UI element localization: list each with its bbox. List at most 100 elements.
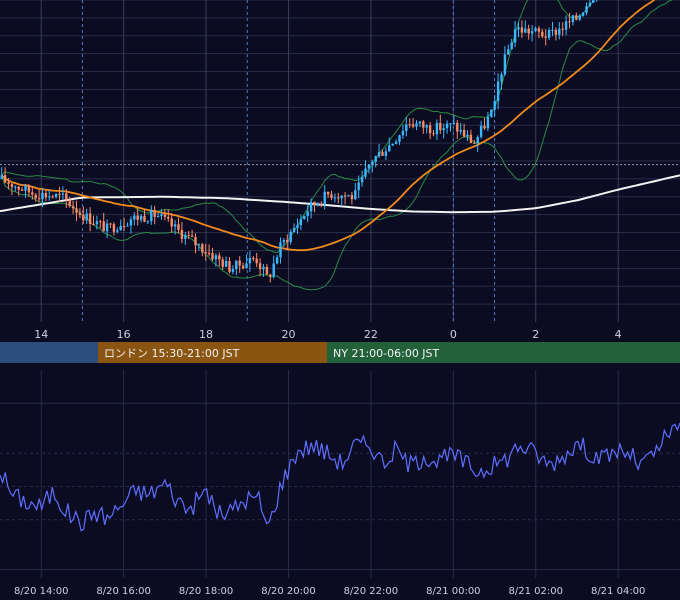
candle-body bbox=[575, 15, 578, 20]
candle-body bbox=[218, 255, 221, 260]
candle bbox=[405, 117, 408, 137]
candle bbox=[350, 191, 354, 205]
candle-body bbox=[58, 193, 61, 195]
candle-body bbox=[173, 224, 177, 227]
candle bbox=[442, 123, 445, 139]
candle-body bbox=[377, 152, 381, 157]
candle-body bbox=[496, 81, 500, 101]
candle-body bbox=[541, 31, 544, 37]
candle-body bbox=[272, 263, 275, 277]
candle-body bbox=[500, 74, 503, 82]
candle bbox=[95, 215, 99, 230]
candle bbox=[456, 119, 459, 139]
candle bbox=[476, 135, 479, 152]
candle-body bbox=[520, 27, 524, 33]
candle bbox=[207, 244, 211, 256]
bollinger-lower-band bbox=[1, 0, 673, 291]
candle-body bbox=[133, 215, 136, 220]
indicator-x-tick-label: 8/20 14:00 bbox=[14, 586, 68, 597]
candle bbox=[571, 14, 575, 26]
candle bbox=[388, 137, 391, 152]
indicator-x-tick-label: 8/21 04:00 bbox=[591, 586, 645, 597]
candle-body bbox=[163, 214, 167, 217]
candle bbox=[153, 205, 156, 225]
candle-body bbox=[224, 261, 228, 267]
candle-body bbox=[432, 133, 435, 135]
candle bbox=[340, 195, 343, 207]
candle-body bbox=[3, 175, 7, 183]
candle-body bbox=[92, 223, 95, 225]
candle-body bbox=[510, 42, 513, 50]
candle bbox=[439, 114, 442, 134]
ma-short-line bbox=[1, 0, 656, 252]
candle bbox=[102, 212, 105, 232]
candle bbox=[143, 208, 146, 223]
price-x-tick-label: 0 bbox=[450, 328, 457, 341]
candle bbox=[282, 238, 286, 247]
candle-body bbox=[503, 54, 507, 75]
candle bbox=[564, 15, 568, 36]
candle bbox=[286, 234, 289, 250]
candle-body bbox=[554, 29, 558, 35]
candle-body bbox=[581, 12, 585, 16]
candle bbox=[496, 73, 500, 110]
candle-body bbox=[350, 195, 354, 200]
session-london-label: ロンドン 15:30-21:00 JST bbox=[104, 347, 240, 360]
candle bbox=[510, 38, 513, 50]
candle-body bbox=[61, 193, 65, 195]
candle bbox=[99, 219, 102, 229]
candle-body bbox=[592, 0, 595, 3]
candle-body bbox=[418, 121, 422, 124]
candle-body bbox=[201, 244, 204, 253]
candle-body bbox=[27, 185, 31, 193]
candle bbox=[289, 229, 292, 245]
candle bbox=[588, 0, 592, 8]
candle-body bbox=[452, 122, 456, 124]
candle bbox=[411, 118, 415, 129]
candle bbox=[54, 193, 58, 199]
candle-body bbox=[490, 109, 493, 117]
candle-body bbox=[170, 218, 173, 227]
candle bbox=[146, 220, 150, 225]
candle bbox=[275, 254, 279, 265]
candle bbox=[231, 265, 235, 275]
indicator-grid bbox=[0, 370, 680, 578]
candle bbox=[330, 190, 333, 201]
candle bbox=[194, 233, 197, 254]
candle bbox=[65, 189, 68, 208]
candle bbox=[551, 21, 554, 37]
candle-body bbox=[568, 21, 571, 23]
ma-long-line bbox=[0, 174, 680, 214]
candle-body bbox=[156, 216, 160, 218]
candle-body bbox=[194, 236, 197, 246]
candle-body bbox=[547, 29, 551, 38]
candle-body bbox=[221, 259, 224, 267]
candle-body bbox=[415, 123, 418, 127]
candle bbox=[449, 122, 452, 132]
candle bbox=[160, 209, 163, 220]
candle-body bbox=[473, 142, 476, 144]
candle-body bbox=[343, 195, 347, 197]
candle-body bbox=[558, 28, 561, 35]
candle bbox=[150, 205, 153, 225]
candle-body bbox=[143, 215, 146, 222]
candle-body bbox=[588, 2, 592, 7]
candle-body bbox=[262, 266, 265, 270]
indicator-x-tick-label: 8/21 00:00 bbox=[426, 586, 480, 597]
candle-body bbox=[425, 125, 428, 128]
candle bbox=[224, 256, 228, 268]
candle-body bbox=[187, 234, 190, 236]
candle-body bbox=[360, 176, 364, 183]
candle-body bbox=[371, 161, 374, 165]
candle-body bbox=[428, 125, 432, 134]
candle-body bbox=[126, 225, 129, 227]
candle bbox=[554, 27, 558, 41]
candle bbox=[299, 214, 303, 230]
candle-body bbox=[445, 123, 449, 129]
candle bbox=[27, 184, 31, 198]
candle-body bbox=[95, 221, 99, 225]
candle-body bbox=[309, 201, 313, 212]
candle-body bbox=[54, 193, 58, 197]
candle bbox=[347, 194, 350, 197]
candle bbox=[279, 237, 282, 264]
